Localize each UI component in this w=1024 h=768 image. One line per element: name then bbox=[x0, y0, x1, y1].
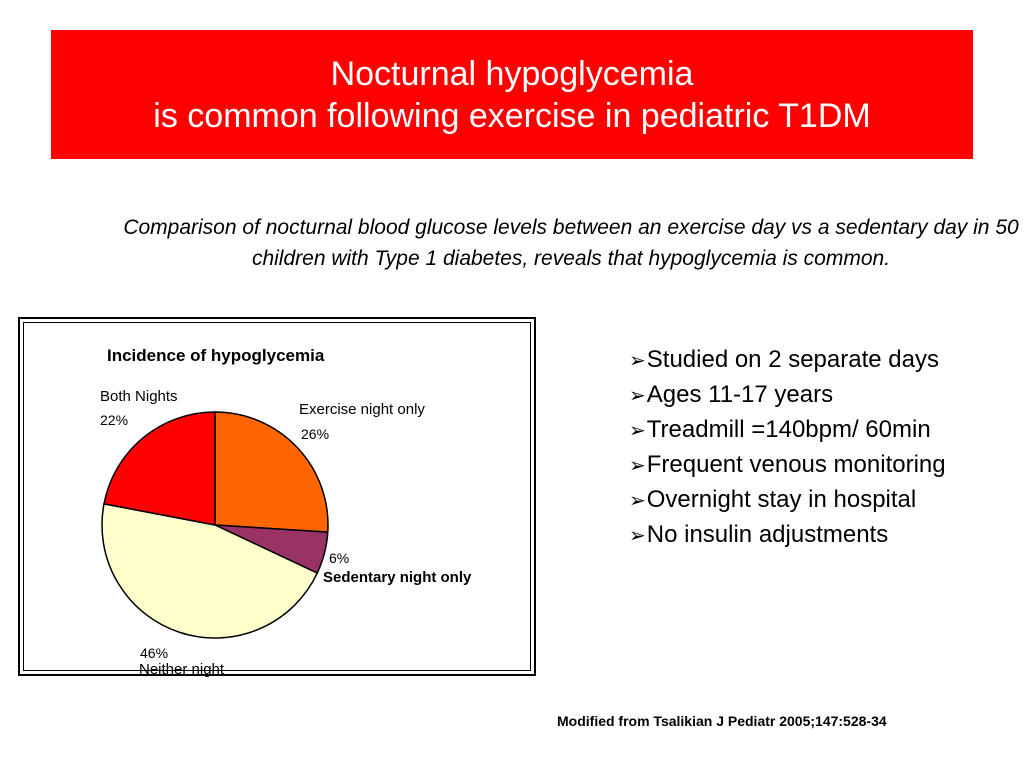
label-both-nights: Both Nights bbox=[100, 388, 178, 405]
bullet-item: ➢Frequent venous monitoring bbox=[629, 451, 946, 478]
slice-exercise-night bbox=[214, 411, 329, 533]
value-sedentary-night: 6% bbox=[329, 550, 349, 566]
slice-sedentary-night bbox=[214, 524, 329, 575]
bullet-list: ➢Studied on 2 separate days ➢Ages 11-17 … bbox=[629, 343, 989, 553]
arrow-bullet-icon: ➢ bbox=[629, 420, 646, 442]
value-neither-night: 46% bbox=[140, 645, 168, 661]
title-line-2: is common following exercise in pediatri… bbox=[153, 96, 871, 135]
pie-chart: Incidence of hypoglycemia Both Nights 22… bbox=[100, 346, 472, 678]
citation: Modified from Tsalikian J Pediatr 2005;1… bbox=[557, 713, 887, 729]
arrow-bullet-icon: ➢ bbox=[629, 490, 646, 512]
value-both-nights: 22% bbox=[100, 412, 128, 428]
subtitle: Comparison of nocturnal blood glucose le… bbox=[123, 216, 1019, 270]
arrow-bullet-icon: ➢ bbox=[629, 385, 646, 407]
chart-title: Incidence of hypoglycemia bbox=[107, 346, 325, 365]
bullet-item: ➢Ages 11-17 years bbox=[629, 381, 834, 408]
bullet-item: ➢Studied on 2 separate days bbox=[629, 346, 939, 373]
slice-neither-night bbox=[101, 502, 319, 639]
label-neither-night: Neither night bbox=[139, 661, 225, 678]
bullet-item: ➢Overnight stay in hospital bbox=[629, 486, 917, 513]
label-exercise-night: Exercise night only bbox=[299, 401, 425, 418]
arrow-bullet-icon: ➢ bbox=[629, 350, 646, 372]
arrow-bullet-icon: ➢ bbox=[629, 525, 646, 547]
bullet-item: ➢No insulin adjustments bbox=[629, 521, 889, 548]
title-banner: Nocturnal hypoglycemia is common followi… bbox=[51, 30, 973, 159]
bullet-item: ➢Treadmill =140bpm/ 60min bbox=[629, 416, 931, 443]
slice-both-nights bbox=[103, 411, 216, 526]
title-line-1: Nocturnal hypoglycemia bbox=[330, 54, 694, 93]
arrow-bullet-icon: ➢ bbox=[629, 455, 646, 477]
chart-frame: Incidence of hypoglycemia Both Nights 22… bbox=[18, 317, 536, 678]
label-sedentary-night: Sedentary night only bbox=[323, 569, 472, 586]
value-exercise-night: 26% bbox=[301, 426, 329, 442]
